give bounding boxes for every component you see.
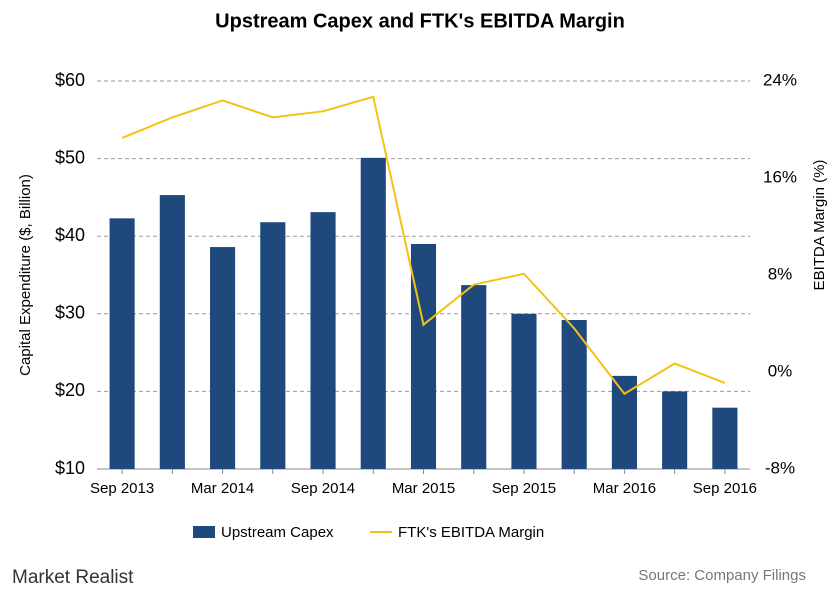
x-tick-label: Sep 2016 — [693, 480, 757, 497]
bar — [561, 320, 587, 469]
line — [121, 95, 726, 396]
bar — [611, 375, 637, 469]
y-tick-label: $40 — [55, 225, 85, 245]
y2-tick-label: 8% — [768, 264, 793, 283]
legend-swatch — [193, 526, 215, 538]
x-tick-label: Sep 2013 — [90, 480, 154, 497]
x-tick-label: Mar 2015 — [392, 480, 455, 497]
x-tick-label: Sep 2015 — [492, 480, 556, 497]
bar — [360, 157, 386, 469]
y-axis-title: Capital Expenditure ($, Billion) — [17, 174, 34, 376]
x-tick-label: Sep 2014 — [291, 480, 355, 497]
y2-tick-label: -8% — [765, 458, 795, 477]
bar — [410, 243, 437, 469]
source: Source: Company Filings — [638, 567, 806, 584]
y2-axis-title: EBITDA Margin (%) — [811, 160, 828, 291]
brand: Market Realist — [12, 567, 134, 588]
y-tick-label: $30 — [55, 303, 85, 323]
y-tick-label: $60 — [55, 70, 85, 90]
y2-tick-label: 16% — [763, 167, 797, 186]
x-tick-label: Mar 2014 — [191, 480, 254, 497]
y-tick-label: $50 — [55, 147, 85, 167]
bar — [159, 195, 185, 469]
bar — [109, 218, 135, 469]
y2-tick-label: 24% — [763, 70, 797, 89]
y2-tick-label: 0% — [768, 361, 793, 380]
y-tick-label: $20 — [55, 380, 85, 400]
legend-label: FTK's EBITDA Margin — [398, 524, 544, 541]
bar — [461, 285, 487, 469]
bar — [662, 391, 688, 469]
bar — [310, 212, 336, 470]
bar — [210, 247, 236, 469]
bar — [511, 313, 537, 469]
x-tick-label: Mar 2016 — [593, 480, 656, 497]
bar — [260, 222, 286, 469]
chart-title: Upstream Capex and FTK's EBITDA Margin — [215, 10, 625, 32]
legend-label: Upstream Capex — [221, 524, 334, 541]
bar — [712, 407, 738, 469]
y-tick-label: $10 — [55, 458, 85, 478]
